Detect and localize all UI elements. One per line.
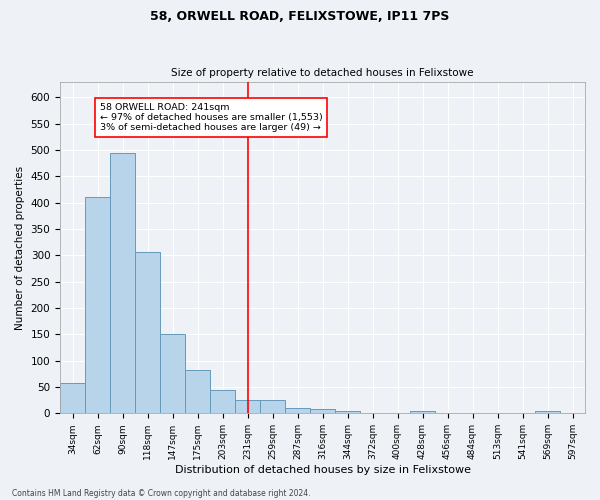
Bar bbox=[160, 334, 185, 413]
Title: Size of property relative to detached houses in Felixstowe: Size of property relative to detached ho… bbox=[171, 68, 474, 78]
Bar bbox=[310, 409, 335, 414]
Text: 58 ORWELL ROAD: 241sqm
← 97% of detached houses are smaller (1,553)
3% of semi-d: 58 ORWELL ROAD: 241sqm ← 97% of detached… bbox=[100, 102, 323, 132]
Bar bbox=[410, 410, 435, 414]
Bar bbox=[60, 383, 85, 414]
Bar bbox=[185, 370, 210, 414]
X-axis label: Distribution of detached houses by size in Felixstowe: Distribution of detached houses by size … bbox=[175, 465, 470, 475]
Bar bbox=[210, 390, 235, 413]
Bar bbox=[285, 408, 310, 414]
Text: 58, ORWELL ROAD, FELIXSTOWE, IP11 7PS: 58, ORWELL ROAD, FELIXSTOWE, IP11 7PS bbox=[151, 10, 449, 23]
Bar bbox=[110, 153, 135, 413]
Bar bbox=[260, 400, 285, 413]
Y-axis label: Number of detached properties: Number of detached properties bbox=[15, 166, 25, 330]
Bar bbox=[335, 410, 360, 414]
Bar bbox=[85, 197, 110, 414]
Text: Contains HM Land Registry data © Crown copyright and database right 2024.: Contains HM Land Registry data © Crown c… bbox=[12, 488, 311, 498]
Bar bbox=[235, 400, 260, 413]
Bar bbox=[135, 252, 160, 414]
Bar bbox=[535, 410, 560, 414]
